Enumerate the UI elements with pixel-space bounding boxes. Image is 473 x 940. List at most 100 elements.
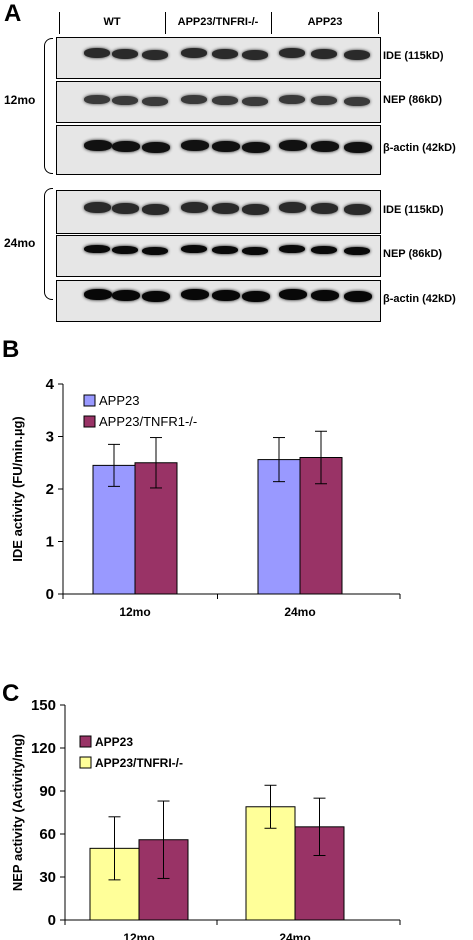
blot-strip [56, 190, 381, 234]
protein-band [112, 140, 140, 152]
protein-band [311, 140, 339, 152]
protein-band [142, 203, 169, 215]
legend-label: APP23/TNFR1-/- [99, 414, 197, 429]
y-tick-label: 150 [31, 697, 56, 714]
y-axis-label: NEP activity (Activity/mg) [10, 734, 25, 891]
protein-band [181, 288, 209, 300]
y-tick-label: 3 [46, 429, 54, 446]
protein-band [181, 48, 207, 58]
panel-b-letter: B [2, 336, 20, 363]
protein-band [279, 245, 305, 253]
protein-band [344, 50, 370, 60]
protein-band [181, 94, 207, 104]
y-tick-label: 90 [39, 783, 56, 800]
blot-label: β-actin (42kD) [383, 293, 456, 305]
x-tick-label: 24mo [279, 931, 310, 940]
protein-band [112, 202, 139, 214]
lane-divider [271, 12, 272, 34]
protein-band [181, 245, 207, 253]
protein-band [142, 247, 168, 255]
protein-band [142, 96, 168, 106]
protein-band [84, 94, 110, 104]
protein-band [142, 141, 170, 153]
protein-band [84, 245, 110, 253]
blot-strip [56, 280, 381, 322]
blot-label: IDE (115kD) [383, 50, 444, 62]
protein-band [311, 289, 339, 301]
blot-label: NEP (86kD) [383, 248, 443, 260]
blot-label: IDE (115kD) [383, 204, 444, 216]
protein-band [212, 140, 240, 152]
protein-band [242, 290, 270, 302]
legend-label: APP23/TNFRI-/- [95, 756, 183, 770]
legend-swatch [79, 735, 92, 748]
nep-activity-chart: 0 30 60 90 120 150 12mo 24mo NEP activity (Activ… [10, 697, 401, 940]
y-tick-label: 0 [46, 586, 54, 603]
blot-strip [56, 235, 381, 277]
group-brace [44, 38, 53, 174]
y-axis-label: IDE activity (FU/min.µg) [10, 416, 25, 561]
protein-band [212, 246, 238, 254]
x-tick-label: 12mo [123, 931, 154, 940]
blot-strip [56, 81, 381, 123]
protein-band [84, 139, 112, 151]
protein-band [344, 96, 370, 106]
legend-swatch [79, 756, 92, 769]
panel-a-letter: A [4, 0, 22, 27]
protein-band [242, 50, 268, 60]
y-tick-label: 1 [46, 534, 54, 551]
y-tick-label: 2 [46, 481, 54, 498]
x-tick-label: 24mo [284, 605, 315, 619]
protein-band [311, 202, 338, 214]
legend-label: APP23 [99, 393, 139, 408]
protein-band [344, 290, 372, 302]
legend-swatch [83, 415, 96, 428]
y-tick-label: 0 [48, 912, 56, 929]
y-tick-label: 4 [46, 376, 55, 393]
blot-strip [56, 125, 381, 175]
blot-strip [56, 37, 381, 79]
protein-band [84, 48, 110, 58]
protein-band [311, 246, 337, 254]
protein-band [279, 288, 307, 300]
y-tick-label: 120 [31, 740, 56, 757]
lane-label: APP23/TNFRI-/- [177, 16, 259, 28]
protein-band [311, 95, 337, 105]
protein-band [181, 139, 209, 151]
protein-band [84, 201, 111, 213]
legend-swatch [83, 394, 96, 407]
protein-band [242, 203, 269, 215]
y-tick-label: 60 [39, 826, 56, 843]
protein-band [142, 50, 168, 60]
protein-band [212, 49, 238, 59]
legend-label: APP23 [95, 735, 133, 749]
protein-band [242, 247, 268, 255]
lane-divider [59, 12, 60, 34]
protein-band [242, 141, 270, 153]
protein-band [212, 95, 238, 105]
age-label: 12mo [4, 93, 36, 107]
panel-c-letter: C [2, 680, 20, 707]
protein-band [181, 201, 208, 213]
protein-band [344, 247, 370, 255]
x-tick-label: 12mo [119, 605, 150, 619]
protein-band [112, 95, 138, 105]
protein-band [212, 202, 239, 214]
blot-label: β-actin (42kD) [383, 142, 456, 154]
protein-band [344, 203, 371, 215]
protein-band [344, 141, 372, 153]
protein-band [112, 289, 140, 301]
lane-divider [378, 12, 379, 34]
protein-band [311, 49, 337, 59]
lane-label: APP23 [307, 16, 343, 28]
protein-band [84, 288, 112, 300]
lane-label: WT [103, 16, 121, 28]
group-brace [44, 188, 53, 300]
lane-divider [165, 12, 166, 34]
protein-band [279, 139, 307, 151]
protein-band [279, 94, 305, 104]
protein-band [242, 96, 268, 106]
blot-label: NEP (86kD) [383, 94, 443, 106]
protein-band [112, 49, 138, 59]
age-label: 24mo [4, 236, 36, 250]
